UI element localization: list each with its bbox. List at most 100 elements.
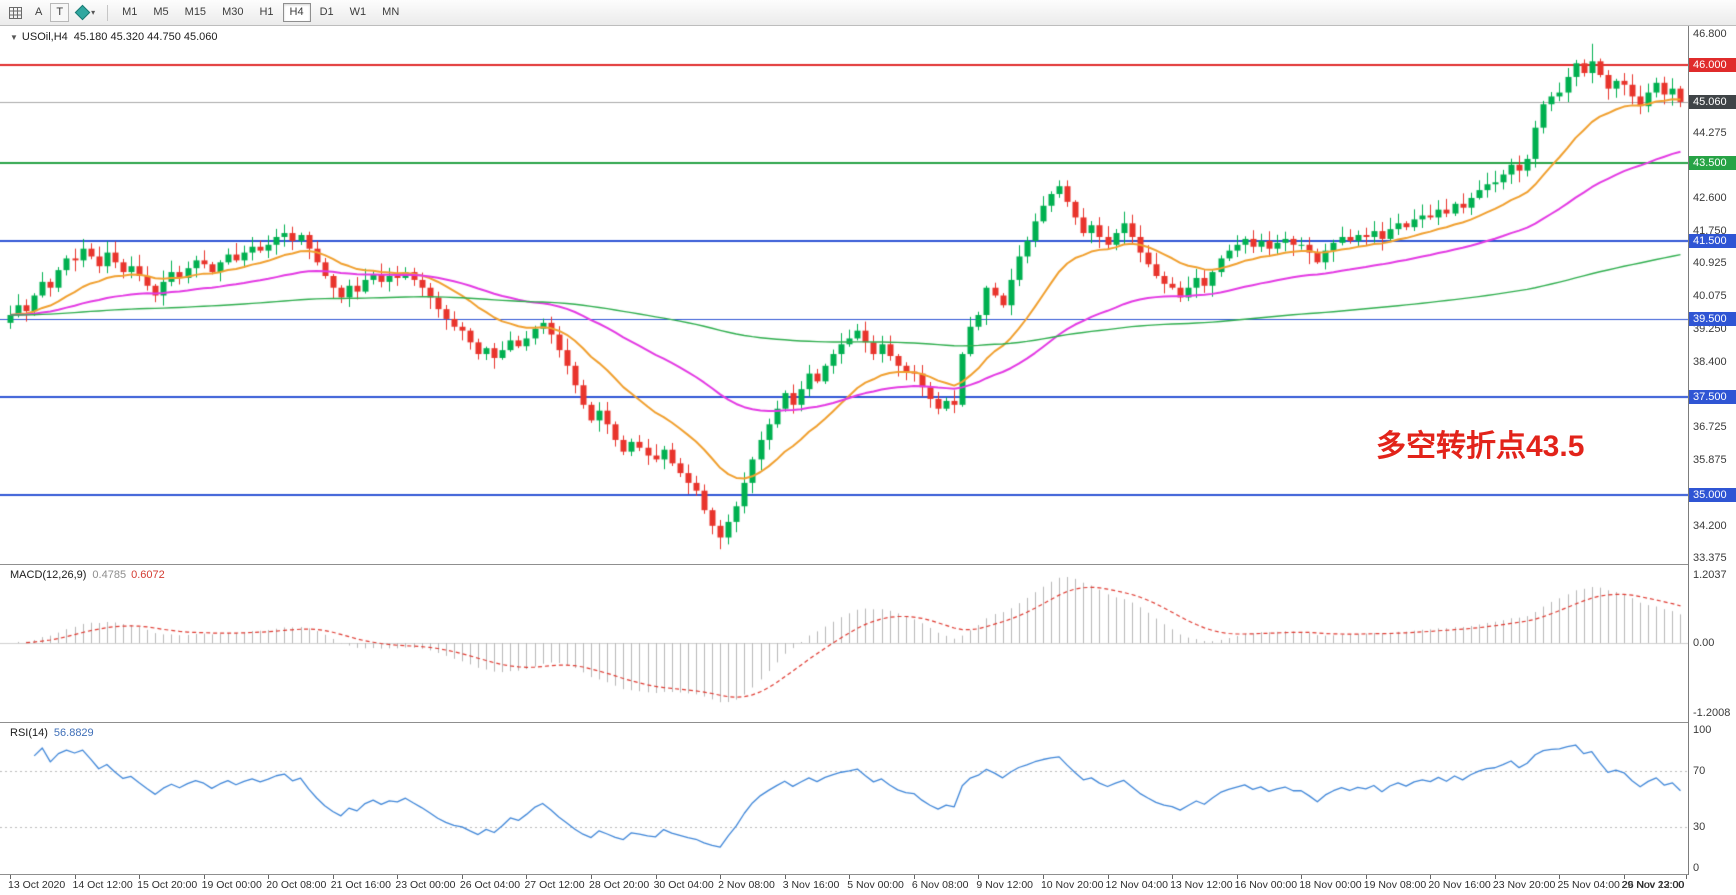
diamond-icon (74, 4, 91, 21)
price-axis-label: 40.925 (1693, 257, 1727, 270)
chart-symbol-timeframe: USOil,H4 (21, 31, 68, 43)
time-axis-label: 20 Oct 08:00 (266, 879, 327, 891)
price-axis-badge: 39.500 (1689, 311, 1736, 326)
time-axis-label: 20 Nov 16:00 (1428, 879, 1491, 891)
timeframe-button-w1[interactable]: W1 (343, 3, 374, 22)
time-axis-label: 15 Oct 20:00 (137, 879, 198, 891)
price-axis-label: 46.800 (1693, 28, 1727, 40)
timeframe-button-m1[interactable]: M1 (115, 3, 144, 22)
price-axis-label: 70 (1693, 765, 1706, 777)
macd-panel-canvas[interactable] (0, 565, 1688, 721)
time-axis-label: 23 Nov 20:00 (1492, 879, 1556, 891)
toolbar: A T ▾ M1 M5 M15 M30 H1 H4 D1 W1 MN (0, 0, 1736, 26)
time-axis-label: 30 Oct 04:00 (653, 879, 714, 891)
time-axis-tick (1042, 875, 1044, 879)
price-axis-badge: 45.060 (1689, 94, 1736, 109)
time-axis-tick (1107, 875, 1109, 879)
time-axis-tick (1559, 875, 1561, 879)
time-axis-tick (1494, 875, 1496, 879)
time-axis-tick (139, 875, 141, 879)
time-axis-tick (720, 875, 722, 879)
price-axis-badge: 37.500 (1689, 389, 1736, 404)
time-axis-tick (526, 875, 528, 879)
price-axis-label: -1.2008 (1693, 707, 1731, 719)
text-tool-button[interactable]: T (50, 3, 70, 22)
price-axis-label: 42.600 (1693, 191, 1727, 204)
time-axis-tick (591, 875, 593, 879)
time-axis-tick (397, 875, 399, 879)
time-axis-label: 21 Oct 16:00 (330, 879, 391, 891)
time-axis-tick (461, 875, 463, 879)
price-axis-label: 33.375 (1693, 552, 1727, 564)
time-axis-label: 16 Nov 00:00 (1234, 879, 1298, 891)
price-axis-label: 100 (1693, 724, 1712, 736)
time-axis-label: 3 Nov 16:00 (782, 879, 840, 891)
price-axis-badge: 43.500 (1689, 155, 1736, 170)
collapse-triangle-icon[interactable]: ▼ (10, 33, 18, 42)
time-axis-label: 26 Nov 12:00 (1622, 879, 1685, 891)
time-axis-tick (1430, 875, 1432, 879)
rsi-name: RSI(14) (10, 727, 48, 739)
time-axis-label: 28 Oct 20:00 (589, 879, 650, 891)
macd-signal-value: 0.6072 (131, 569, 165, 581)
arrow-tool-button[interactable]: A (28, 3, 49, 22)
time-axis-tick (74, 875, 76, 879)
price-axis-badge: 46.000 (1689, 58, 1736, 73)
price-axis-label: 0 (1693, 862, 1700, 874)
macd-name: MACD(12,26,9) (10, 569, 87, 581)
chart-title: ▼ USOil,H4 45.180 45.320 44.750 45.060 (10, 31, 218, 43)
time-axis-label: 2 Nov 08:00 (718, 879, 775, 891)
time-axis-tick (849, 875, 851, 879)
time-axis-tick (1236, 875, 1238, 879)
price-axis-label: 35.875 (1693, 454, 1727, 467)
time-axis-label: 19 Oct 00:00 (201, 879, 262, 891)
price-axis-badge: 41.500 (1689, 233, 1736, 248)
timeframe-button-h4[interactable]: H4 (282, 3, 311, 22)
chevron-down-icon: ▾ (91, 8, 96, 17)
timeframe-button-m15[interactable]: M15 (178, 3, 213, 22)
grid-icon[interactable] (4, 4, 27, 22)
time-axis-tick (913, 875, 915, 879)
timeframe-button-m5[interactable]: M5 (146, 3, 175, 22)
time-axis-tick (268, 875, 270, 879)
time-axis-tick (1172, 875, 1174, 879)
timeframe-button-m30[interactable]: M30 (215, 3, 250, 22)
timeframe-button-d1[interactable]: D1 (313, 3, 341, 22)
time-axis-tick (978, 875, 980, 879)
time-axis-tick (1624, 875, 1625, 879)
time-axis-label: 23 Oct 00:00 (395, 879, 456, 891)
time-axis-label: 5 Nov 00:00 (847, 879, 904, 891)
timeframe-button-mn[interactable]: MN (375, 3, 406, 22)
time-axis-tick (655, 875, 657, 879)
panel-separator[interactable] (0, 564, 1736, 565)
price-axis-badge: 35.000 (1689, 487, 1736, 502)
time-axis-tick (784, 875, 786, 879)
shapes-dropdown-button[interactable]: ▾ (70, 4, 100, 21)
time-axis-tick (1365, 875, 1367, 879)
time-axis-tick (1301, 875, 1303, 879)
rsi-value: 56.8829 (53, 727, 94, 739)
time-axis-label: 13 Nov 12:00 (1170, 879, 1233, 891)
time-axis-tick (10, 875, 11, 879)
price-axis-label: 36.725 (1693, 421, 1727, 434)
time-axis-label: 6 Nov 08:00 (911, 879, 969, 891)
time-axis-label: 29 Nov 23:00 (1621, 879, 1684, 891)
time-axis-tick (203, 875, 205, 879)
price-axis-label: 44.275 (1693, 126, 1727, 139)
panel-separator (0, 874, 1736, 875)
chart-annotation: 多空转折点43.5 (1376, 430, 1585, 463)
time-axis-label: 14 Oct 12:00 (72, 879, 133, 891)
time-axis-tick (332, 875, 334, 879)
grid-icon-glyph (9, 6, 22, 19)
price-axis-label: 40.075 (1693, 290, 1727, 303)
time-axis-label: 26 Oct 04:00 (459, 879, 521, 891)
panel-separator[interactable] (0, 722, 1736, 723)
timeframe-button-h1[interactable]: H1 (252, 3, 280, 22)
time-axis[interactable]: 13 Oct 2020 14 Oct 12:00 15 Oct 20:00 19 Oc… (0, 875, 1688, 895)
rsi-panel-canvas[interactable] (0, 723, 1688, 874)
timeframe-group: M1 M5 M15 M30 H1 H4 D1 W1 MN (115, 3, 406, 22)
time-axis-label: 12 Nov 04:00 (1105, 879, 1168, 891)
main-chart-canvas[interactable] (0, 26, 1688, 564)
price-axis[interactable]: 46.800 44.275 42.600 41.750 40.925 40.075 39.2… (1688, 26, 1736, 875)
